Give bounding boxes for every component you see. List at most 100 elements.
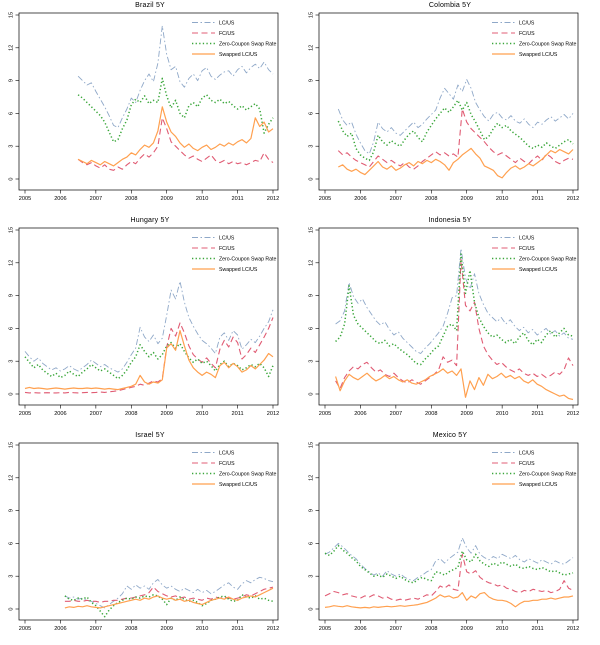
x-tick-label: 2008 bbox=[125, 626, 137, 632]
series-line-2 bbox=[77, 77, 274, 143]
y-tick-label: 12 bbox=[308, 45, 314, 51]
x-tick-label: 2005 bbox=[19, 411, 31, 417]
series-line-1 bbox=[64, 586, 274, 603]
chart-panel-mexico-5y: Mexico 5Y 0 3 6 9 12 15 2005 2006 2007 2008 2009 20… bbox=[300, 430, 600, 645]
series-line-0 bbox=[335, 248, 574, 354]
x-tick-label: 2012 bbox=[567, 411, 579, 417]
plot-box bbox=[18, 227, 279, 406]
series-line-2 bbox=[324, 544, 574, 584]
legend-label: Zero-Coupon Swap Rate bbox=[219, 256, 276, 262]
axes: 0 3 6 9 12 15 2005 2006 2007 2008 2009 2010 2011 2012 bbox=[8, 12, 279, 202]
legend-label: LC/US bbox=[519, 235, 535, 241]
series-line-0 bbox=[24, 280, 274, 373]
x-tick-label: 2007 bbox=[390, 411, 402, 417]
legend: LC/US FC/US Zero-Coupon Swap Rate Swapped L… bbox=[492, 20, 576, 58]
axes: 0 3 6 9 12 15 2005 2006 2007 2008 2009 2010 2011 2012 bbox=[308, 12, 579, 202]
y-tick-label: 15 bbox=[8, 227, 14, 233]
chart-title: Indonesia 5Y bbox=[428, 217, 472, 224]
y-tick-label: 0 bbox=[308, 177, 314, 180]
chart-panel-israel-5y: Israel 5Y 0 3 6 9 12 15 2005 2006 2007 2008 2009 20… bbox=[0, 430, 300, 645]
y-tick-label: 12 bbox=[8, 45, 14, 51]
x-tick-label: 2010 bbox=[196, 626, 208, 632]
legend-label: Swapped LC/US bbox=[219, 267, 258, 273]
y-tick-label: 0 bbox=[308, 392, 314, 395]
series-line-3 bbox=[324, 592, 574, 609]
y-tick-label: 3 bbox=[8, 575, 14, 578]
x-tick-label: 2009 bbox=[160, 196, 172, 202]
axes: 0 3 6 9 12 15 2005 2006 2007 2008 2009 2010 2011 2012 bbox=[8, 442, 279, 632]
legend-label: FC/US bbox=[219, 246, 235, 252]
y-tick-label: 0 bbox=[8, 607, 14, 610]
y-tick-label: 3 bbox=[308, 575, 314, 578]
x-tick-label: 2010 bbox=[496, 196, 508, 202]
x-tick-label: 2005 bbox=[319, 411, 331, 417]
x-tick-label: 2011 bbox=[232, 626, 244, 632]
y-tick-label: 9 bbox=[308, 79, 314, 82]
legend-label: Zero-Coupon Swap Rate bbox=[219, 41, 276, 47]
y-tick-label: 6 bbox=[308, 327, 314, 330]
legend-label: LC/US bbox=[519, 450, 535, 456]
x-tick-label: 2008 bbox=[425, 196, 437, 202]
x-tick-label: 2008 bbox=[125, 411, 137, 417]
y-tick-label: 3 bbox=[308, 360, 314, 363]
legend: LC/US FC/US Zero-Coupon Swap Rate Swapped L… bbox=[492, 450, 576, 488]
plot-area: 0 3 6 9 12 15 2005 2006 2007 2008 2009 2010 2011 2012… bbox=[308, 442, 579, 632]
x-tick-label: 2010 bbox=[196, 196, 208, 202]
y-tick-label: 6 bbox=[8, 542, 14, 545]
x-tick-label: 2006 bbox=[54, 411, 66, 417]
y-tick-label: 9 bbox=[8, 509, 14, 512]
legend-label: Zero-Coupon Swap Rate bbox=[519, 41, 576, 47]
x-tick-label: 2005 bbox=[319, 626, 331, 632]
chart-panel-indonesia-5y: Indonesia 5Y 0 3 6 9 12 15 2005 2006 2007 2008 200… bbox=[300, 215, 600, 430]
chart-title: Colombia 5Y bbox=[428, 2, 472, 9]
x-tick-label: 2007 bbox=[390, 626, 402, 632]
plot-box bbox=[318, 442, 579, 621]
x-tick-label: 2008 bbox=[425, 626, 437, 632]
x-tick-label: 2009 bbox=[460, 626, 472, 632]
plot-box bbox=[318, 227, 579, 406]
legend-label: Zero-Coupon Swap Rate bbox=[519, 471, 576, 477]
y-tick-label: 12 bbox=[8, 475, 14, 481]
series-line-0 bbox=[337, 79, 574, 155]
y-tick-label: 3 bbox=[308, 145, 314, 148]
legend-label: Swapped LC/US bbox=[519, 267, 558, 273]
y-tick-label: 15 bbox=[8, 12, 14, 18]
x-tick-label: 2006 bbox=[354, 196, 366, 202]
series-line-3 bbox=[338, 147, 574, 179]
legend-label: Swapped LC/US bbox=[219, 482, 258, 488]
plot-area: 0 3 6 9 12 15 2005 2006 2007 2008 2009 2010 2011 2012… bbox=[8, 12, 279, 202]
chart-panel-hungary-5y: Hungary 5Y 0 3 6 9 12 15 2005 2006 2007 2008 2009 2… bbox=[0, 215, 300, 430]
x-tick-label: 2005 bbox=[19, 626, 31, 632]
legend: LC/US FC/US Zero-Coupon Swap Rate Swapped L… bbox=[492, 235, 576, 273]
legend-label: Swapped LC/US bbox=[219, 52, 258, 58]
chart-title: Mexico 5Y bbox=[432, 432, 468, 439]
legend-label: FC/US bbox=[219, 31, 235, 37]
x-tick-label: 2011 bbox=[232, 411, 244, 417]
x-tick-label: 2011 bbox=[532, 196, 544, 202]
legend: LC/US FC/US Zero-Coupon Swap Rate Swapped L… bbox=[192, 20, 276, 58]
legend: LC/US FC/US Zero-Coupon Swap Rate Swapped L… bbox=[192, 450, 276, 488]
plot-area: 0 3 6 9 12 15 2005 2006 2007 2008 2009 2010 2011 2012… bbox=[8, 442, 279, 632]
y-tick-label: 15 bbox=[308, 442, 314, 448]
y-tick-label: 12 bbox=[8, 260, 14, 266]
y-tick-label: 3 bbox=[8, 145, 14, 148]
x-tick-label: 2007 bbox=[390, 196, 402, 202]
series-line-0 bbox=[64, 576, 274, 609]
x-tick-label: 2007 bbox=[90, 626, 102, 632]
legend-label: FC/US bbox=[219, 461, 235, 467]
series-line-3 bbox=[64, 587, 274, 609]
y-tick-label: 15 bbox=[8, 442, 14, 448]
y-tick-label: 12 bbox=[308, 260, 314, 266]
y-tick-label: 3 bbox=[8, 360, 14, 363]
chart-canvas: 0 3 6 9 12 15 2005 2006 2007 2008 2009 2010 2011 2012… bbox=[308, 442, 579, 632]
legend-label: Zero-Coupon Swap Rate bbox=[519, 256, 576, 262]
x-tick-label: 2011 bbox=[532, 626, 544, 632]
x-tick-label: 2012 bbox=[267, 411, 279, 417]
y-tick-label: 15 bbox=[308, 227, 314, 233]
y-tick-label: 0 bbox=[8, 177, 14, 180]
plot-area: 0 3 6 9 12 15 2005 2006 2007 2008 2009 2010 2011 2012… bbox=[308, 227, 579, 417]
y-tick-label: 6 bbox=[8, 112, 14, 115]
plot-area: 0 3 6 9 12 15 2005 2006 2007 2008 2009 2010 2011 2012… bbox=[8, 227, 279, 417]
chart-panel-brazil-5y: Brazil 5Y 0 3 6 9 12 15 2005 2006 2007 2008 2009 20… bbox=[0, 0, 300, 215]
